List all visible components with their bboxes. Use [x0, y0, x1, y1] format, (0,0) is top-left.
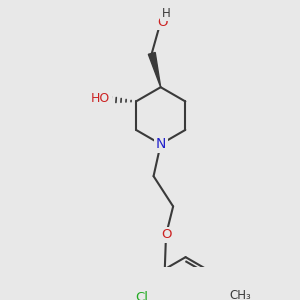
Text: CH₃: CH₃ [230, 290, 251, 300]
Text: O: O [161, 228, 171, 242]
Text: O: O [161, 228, 171, 242]
Text: O: O [157, 16, 168, 29]
Text: HO: HO [91, 92, 110, 105]
Text: H: H [162, 7, 170, 20]
Text: N: N [155, 137, 166, 151]
Text: Cl: Cl [135, 291, 148, 300]
Polygon shape [148, 52, 161, 87]
